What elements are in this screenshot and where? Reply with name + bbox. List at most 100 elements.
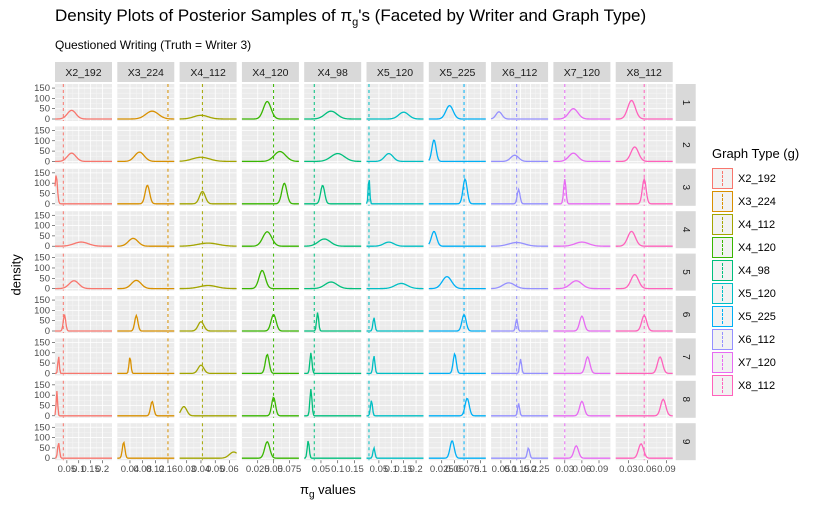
x-tick-label: 0.15 [511,464,530,475]
y-tick-label: 100 [34,136,50,147]
panel-background [491,253,549,291]
density-curve [366,445,424,459]
panel-background [241,168,299,206]
x-tick-label: 0.08 [133,464,152,475]
x-tick-label: 0.05 [370,464,389,475]
density-curve [366,111,424,120]
column-strip-label: X7_120 [564,67,600,79]
legend-label: X4_98 [738,264,770,277]
row-strip-label: 9 [680,439,691,445]
legend-item: X5_120 [712,282,799,305]
density-curve [304,388,362,417]
legend-dash [722,217,723,232]
legend-item: X5_225 [712,305,799,328]
legend: Graph Type (g) X2_192 X3_224 X4_112 X4_120 X… [712,146,799,397]
legend-label: X5_225 [738,310,776,323]
y-tick-label: 0 [45,284,50,295]
row-strip [675,253,696,291]
panel-background [428,423,486,461]
density-curve [55,314,112,332]
legend-label: X8_112 [738,379,776,392]
y-tick-label: 150 [34,125,50,136]
density-curve [553,355,611,375]
column-strip [428,62,486,82]
panel-background [491,423,549,461]
legend-key [712,237,733,258]
panel-background [366,126,424,164]
column-strip-label: X6_112 [502,67,538,79]
y-tick-label: 50 [39,273,50,284]
panel-background [117,423,175,461]
y-tick-label: 100 [34,305,50,316]
legend-items: X2_192 X3_224 X4_112 X4_120 X4_98 X5_120 X5_22… [712,167,799,397]
y-tick-label: 50 [39,400,50,411]
density-curve [54,109,112,120]
density-curve [615,230,673,247]
x-tick-label: 0.1 [331,464,344,475]
row-strip-label: 2 [680,142,691,148]
legend-dash [722,263,723,278]
density-curve [615,443,673,459]
x-tick-label: 0.06 [220,464,239,475]
column-strip-label: X4_112 [190,67,226,79]
density-curve [304,184,362,205]
column-strip [615,62,673,82]
panel-background [491,296,549,333]
legend-item: X7_120 [712,351,799,374]
panel-background [241,423,299,461]
density-curve [615,176,673,205]
legend-key [712,168,733,189]
y-tick-label: 0 [45,326,50,337]
panel-background [491,168,549,206]
x-tick-label: 0.06 [638,464,657,475]
column-strip-label: X5_120 [377,67,413,79]
legend-label: X5_120 [738,287,776,300]
legend-key [712,375,733,396]
legend-label: X4_120 [738,241,776,254]
row-strip-label: 6 [680,312,691,318]
density-curve [241,269,299,290]
legend-key [712,352,733,373]
panel-background [428,168,486,206]
x-tick-label: 0.025 [430,464,454,475]
density-curve [615,146,673,163]
x-tick-label: 0.15 [81,464,100,475]
panel-background [117,296,175,333]
legend-dash [722,378,723,393]
legend-dash [722,286,723,301]
x-tick-label: 0.15 [345,464,364,475]
panel-background [366,211,424,249]
x-tick-label: 0.05 [58,464,77,475]
column-strip [304,62,362,82]
density-curve [428,440,486,459]
density-curve [241,396,299,417]
x-tick-label: 0.12 [146,464,165,475]
density-curve [428,275,486,290]
density-curve [54,443,112,459]
y-tick-label: 0 [45,114,50,125]
legend-key [712,260,733,281]
panel-background [304,423,362,461]
row-strip-label: 3 [680,185,691,191]
density-curve [304,352,362,375]
density-curve [553,400,611,417]
y-tick-label: 0 [45,156,50,167]
y-tick-label: 100 [34,221,50,232]
density-curve [491,241,549,247]
row-strip-label: 8 [680,397,691,403]
legend-dash [722,171,723,186]
legend-dash [722,240,723,255]
panel-background [117,338,175,376]
panel-background [428,211,486,249]
density-curve [54,356,112,375]
density-curve [241,441,299,459]
panel-background [117,380,175,418]
panel-background [304,296,362,333]
density-curve [491,403,549,417]
panel-background [366,84,424,121]
density-curve [615,356,673,375]
panel-background [241,84,299,121]
legend-dash [722,332,723,347]
legend-key [712,283,733,304]
panel-background [304,338,362,376]
